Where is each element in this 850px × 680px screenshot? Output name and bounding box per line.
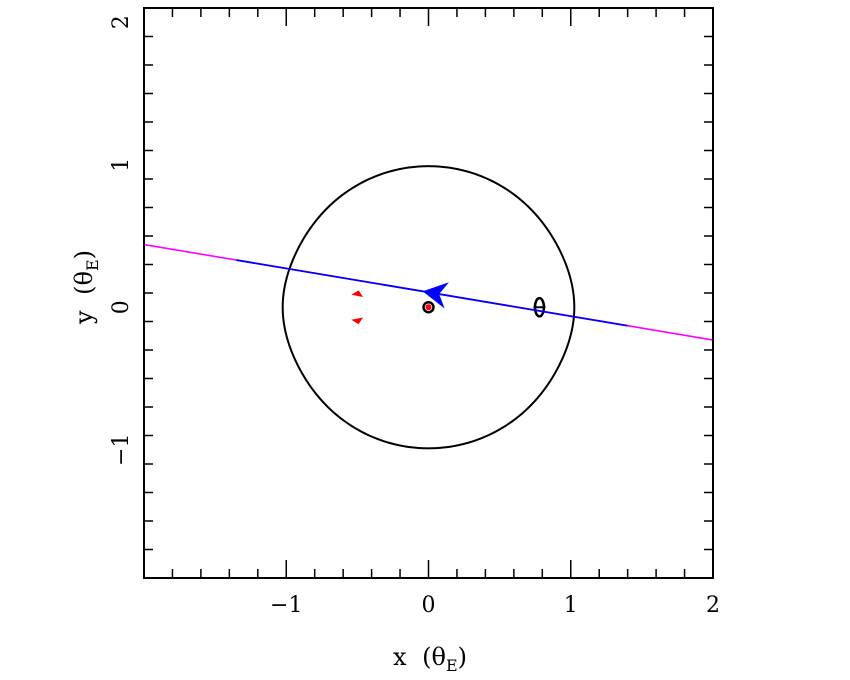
y-tick-label: 1 — [109, 158, 134, 172]
tick-labels: −1 0 1 2 −1 0 1 2 — [109, 15, 720, 618]
plot-frame — [143, 7, 714, 579]
caustic-curve — [281, 165, 576, 450]
y-axis-title-group: y (θE) — [70, 250, 102, 325]
x-axis-close-paren: ) — [458, 643, 467, 671]
central-red-point — [425, 304, 432, 311]
y-axis-theta: θ — [70, 271, 98, 285]
y-tick-label-group: 2 — [109, 15, 134, 29]
x-axis-theta: θ — [432, 643, 446, 671]
x-axis-subscript: E — [446, 656, 458, 675]
x-tick-label: 2 — [706, 593, 720, 618]
x-axis-title: x (θE) — [393, 643, 467, 675]
y-tick-label: 2 — [109, 15, 134, 29]
y-axis-open-paren: ( — [70, 285, 98, 294]
planetary-caustic — [351, 317, 363, 325]
plot-marks — [143, 165, 714, 450]
x-tick-label: −1 — [270, 593, 302, 618]
y-axis-close-paren: ) — [70, 250, 98, 259]
y-tick-label-group: 0 — [109, 300, 134, 314]
x-tick-label: 1 — [564, 593, 578, 618]
y-axis-symbol: y — [70, 310, 98, 325]
x-tick-label: 0 — [422, 593, 436, 618]
x-axis-symbol: x — [393, 643, 407, 671]
y-axis-subscript: E — [83, 259, 102, 271]
y-tick-label: 0 — [109, 300, 134, 314]
y-tick-label-group: 1 — [109, 158, 134, 172]
trajectory-arrow — [422, 282, 449, 309]
y-tick-label: −1 — [109, 434, 134, 466]
x-axis-open-paren: ( — [422, 643, 431, 671]
y-tick-label-group: −1 — [109, 434, 134, 466]
planetary-caustic — [351, 290, 363, 297]
y-axis-title: y (θE) — [70, 250, 102, 325]
central-caustic — [422, 301, 435, 314]
